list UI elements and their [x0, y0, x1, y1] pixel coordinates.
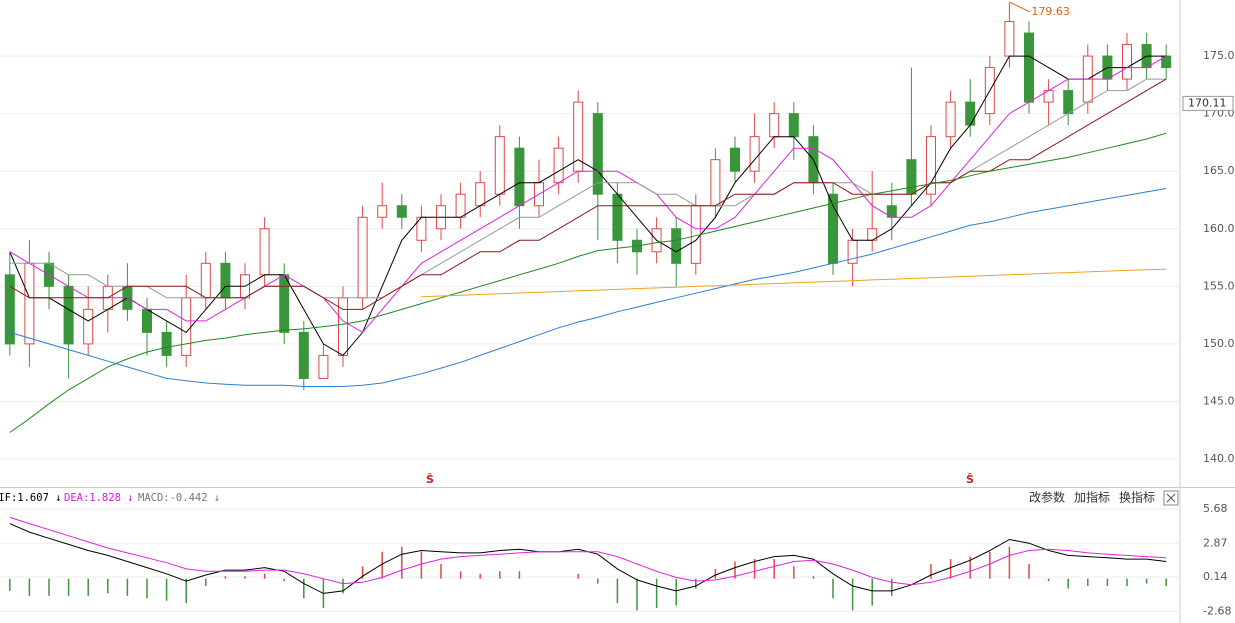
candle-body	[357, 216, 368, 299]
legend-entry: MACD:-0.442 ↓	[138, 492, 220, 504]
candle-body	[475, 182, 486, 207]
series-line	[9, 55, 1167, 357]
candle-body	[1024, 32, 1034, 103]
candle-body	[945, 101, 956, 138]
series-line	[9, 78, 1167, 299]
y-tick-label: -2.68	[1203, 604, 1231, 617]
y-tick-label: 150.00	[1203, 337, 1235, 350]
candle-body	[730, 147, 740, 172]
candle-body	[671, 228, 682, 264]
candle-body	[279, 274, 290, 333]
candle-body	[749, 136, 760, 172]
candle-body	[592, 113, 603, 195]
y-tick-label: 2.87	[1203, 537, 1228, 550]
series-line	[9, 132, 1167, 433]
candle-body	[455, 193, 466, 218]
candle-body	[338, 297, 348, 356]
candle-body	[24, 262, 35, 345]
legend-entry: DEA:1.828 ↓	[64, 492, 134, 504]
y-tick-label: 175.00	[1203, 49, 1235, 62]
price-box	[1182, 95, 1234, 111]
candle-body	[926, 136, 936, 195]
y-tick-label: 160.00	[1203, 222, 1235, 235]
series-line	[9, 55, 1167, 334]
series-line	[421, 268, 1167, 298]
series-line	[9, 188, 1167, 387]
candle-body	[710, 159, 721, 207]
candle-body	[965, 101, 976, 126]
series-line	[9, 78, 1167, 310]
series-line	[9, 516, 1167, 586]
y-tick-label: 155.00	[1203, 279, 1235, 292]
current-price: 170.11	[1188, 96, 1227, 109]
y-tick-label: 5.68	[1203, 502, 1228, 515]
toolbar-button[interactable]: 改参数	[1029, 490, 1065, 505]
event-marker: Ŝ	[426, 473, 434, 486]
candle-body	[377, 205, 388, 218]
toolbar-button[interactable]: 换指标	[1119, 490, 1155, 505]
y-tick-label: 145.00	[1203, 394, 1235, 407]
y-tick-label: 165.00	[1203, 164, 1235, 177]
candle-body	[788, 113, 799, 138]
candle-body	[298, 331, 309, 379]
candle-body	[142, 308, 152, 333]
candle-body	[1122, 44, 1132, 80]
max-pointer	[1009, 1, 1030, 13]
legend-entry: DIF:1.607 ↓	[0, 492, 62, 504]
candle-body	[553, 147, 564, 184]
candle-body	[494, 136, 505, 195]
max-label: 179.63	[1031, 5, 1070, 18]
candle-body	[83, 308, 94, 345]
candle-body	[906, 159, 917, 195]
candle-body	[63, 285, 74, 345]
event-marker: Ŝ	[966, 473, 974, 486]
candle-body	[4, 274, 15, 345]
candle-body	[318, 354, 329, 379]
candle-body	[259, 228, 270, 276]
candle-body	[161, 331, 172, 356]
y-tick-label: 140.00	[1203, 452, 1235, 465]
candle-body	[769, 113, 780, 138]
candle-body	[1063, 90, 1074, 115]
y-tick-label: 0.14	[1203, 570, 1228, 583]
close-icon	[1166, 493, 1176, 503]
candle-body	[612, 193, 623, 241]
candle-body	[514, 147, 525, 207]
candle-body	[396, 205, 407, 218]
candle-body	[181, 297, 192, 356]
candle-body	[200, 262, 211, 299]
candle-body	[1004, 21, 1015, 57]
candle-body	[573, 101, 584, 172]
candle-body	[220, 262, 231, 299]
toolbar-button[interactable]: 加指标	[1074, 490, 1110, 505]
series-line	[9, 523, 1167, 594]
